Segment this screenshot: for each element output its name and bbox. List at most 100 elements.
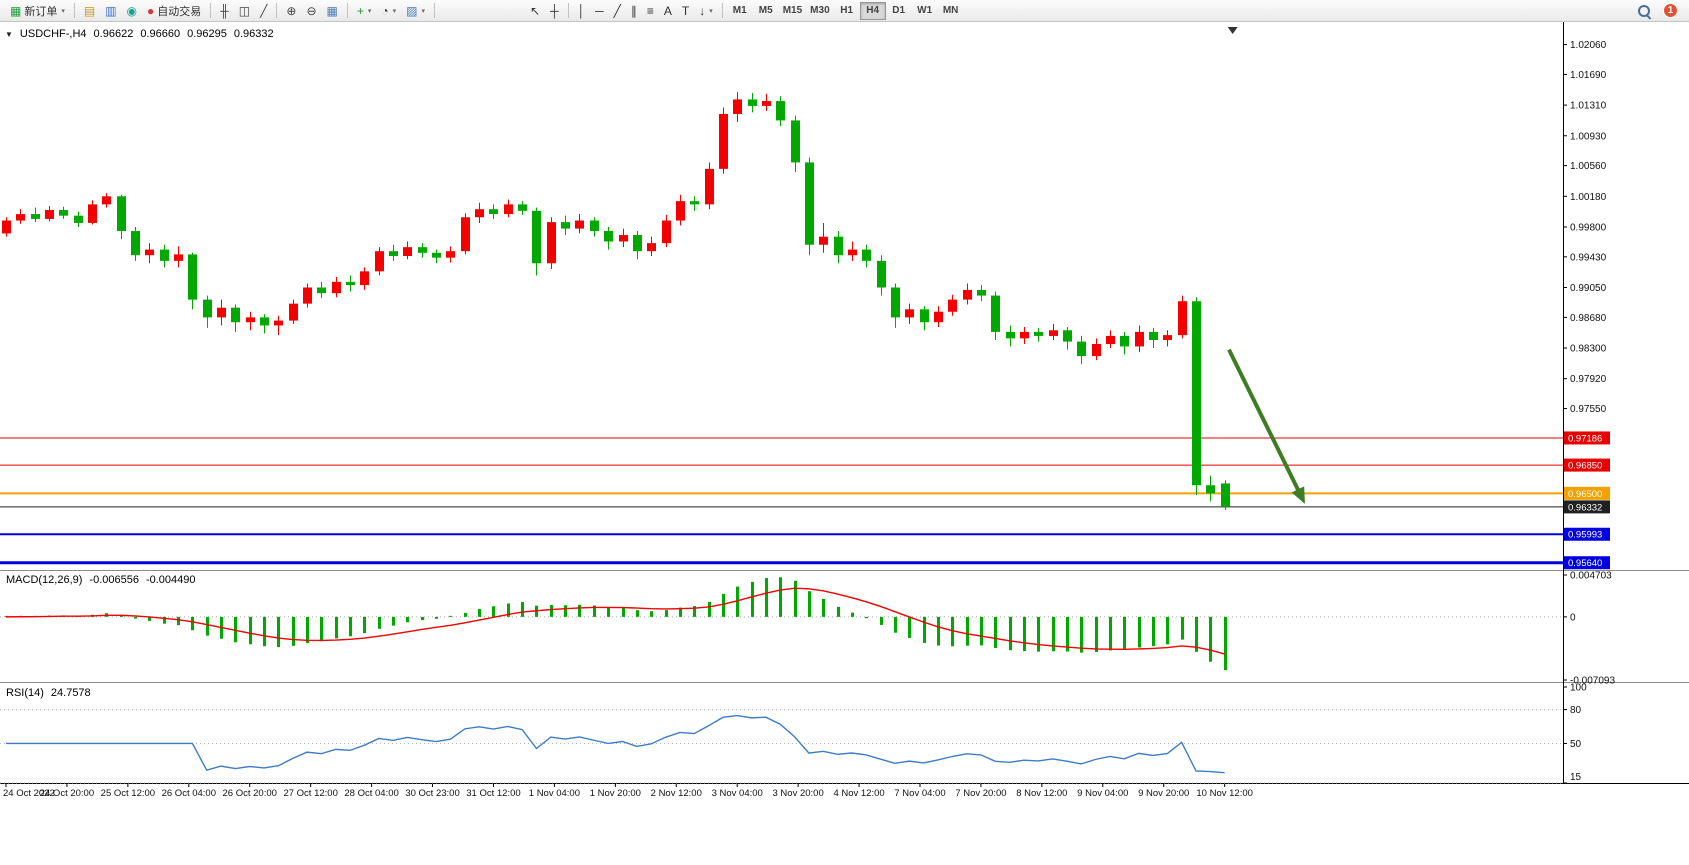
candle-body [446, 251, 455, 258]
candle-body [920, 309, 929, 323]
trendline-button[interactable]: ╱ [609, 1, 626, 20]
candle-body [303, 287, 312, 304]
candle-body [705, 168, 714, 205]
ohlc-low: 0.96295 [187, 28, 227, 40]
templates-button[interactable]: ▨ ▾ [401, 1, 430, 20]
candle-body [1006, 331, 1015, 339]
rsi-panel[interactable] [0, 683, 1563, 783]
text-button[interactable]: A [659, 1, 677, 20]
candle-body [246, 317, 255, 323]
candle-body [891, 287, 900, 318]
candle-body [619, 235, 628, 242]
tile-windows-button[interactable]: ▦ [322, 1, 343, 20]
crosshair-button[interactable]: ┼ [545, 1, 564, 20]
price-line-badge-label: 0.97186 [1568, 433, 1602, 444]
notification-badge[interactable]: 1 [1663, 3, 1678, 18]
bar-chart-icon: ╫ [220, 3, 229, 18]
timeframe-button-m30[interactable]: M30 [806, 2, 833, 20]
ohlc-open: 0.96622 [93, 28, 134, 40]
text-label-icon: T [681, 3, 690, 18]
candle-body [575, 220, 584, 229]
time-tick-label: 9 Nov 04:00 [1077, 788, 1128, 799]
time-tick-label: 27 Oct 12:00 [283, 788, 337, 799]
price-line-badge [1564, 500, 1610, 514]
zoom-out-button[interactable]: ⊖ [301, 1, 321, 20]
candlestick-chart-button[interactable]: ◫ [234, 1, 255, 20]
candle-body [819, 236, 828, 245]
price-line-badge [1564, 527, 1610, 541]
timeframe-button-w1[interactable]: W1 [912, 2, 938, 20]
rsi-axis-label: 100 [1570, 683, 1587, 694]
price-line-badge-label: 0.96332 [1568, 502, 1602, 513]
periods-button[interactable]: ◔ ▾ [376, 1, 401, 20]
price-tick-label: 0.97920 [1570, 374, 1607, 385]
trend-arrow-head[interactable] [1291, 486, 1305, 504]
horizontal-lines [0, 437, 1563, 565]
price-line-badge [1564, 556, 1610, 570]
candle-body [1120, 335, 1129, 347]
candle-body [174, 254, 183, 261]
candle-body [16, 214, 25, 221]
macd-label: MACD(12,26,9) -0.006556 -0.004490 [6, 574, 196, 586]
new-order-button[interactable]: ▦ 新订单 ▾ [5, 1, 70, 20]
indicators-button[interactable]: + ▾ [352, 1, 377, 20]
timeframe-button-h4[interactable]: H4 [859, 1, 886, 20]
cursor-button[interactable]: ↖ [525, 1, 545, 20]
channel-button[interactable]: ∥ [626, 1, 642, 20]
rsi-title: RSI(14) [6, 687, 44, 699]
timeframe-button-m15[interactable]: M15 [779, 2, 806, 20]
vertical-line-button[interactable]: │ [573, 1, 591, 20]
line-chart-button[interactable]: ╱ [255, 1, 272, 20]
timeframe-button-mn[interactable]: MN [938, 2, 964, 20]
toolbar-separator [210, 3, 212, 18]
candle-body [346, 281, 355, 286]
chart-shift-marker[interactable] [1227, 27, 1238, 34]
market-watch-button[interactable]: ▥ [100, 1, 121, 20]
time-tick-label: 24 Oct 20:00 [40, 788, 94, 799]
candle-body [977, 289, 986, 296]
chart-menu-icon[interactable]: ▼ [5, 29, 13, 39]
trend-arrow[interactable] [1227, 348, 1302, 494]
arrows-button[interactable]: ↓ ▾ [694, 1, 718, 20]
candle-body [1221, 483, 1230, 507]
chart-area[interactable]: 1.02060 1.01690 1.01310 1.00930 1.00560 1.001… [0, 22, 1689, 865]
timeframe-button-d1[interactable]: D1 [886, 2, 912, 20]
zoom-in-icon: ⊕ [286, 3, 297, 18]
rsi-axis-label: 80 [1570, 705, 1582, 716]
timeframe-button-m5[interactable]: M5 [753, 2, 779, 20]
time-tick-label: 1 Nov 20:00 [590, 788, 641, 799]
price-tick-label: 0.97550 [1570, 404, 1607, 415]
time-tick-label: 26 Oct 04:00 [162, 788, 216, 799]
candle-body [604, 231, 613, 242]
price-axis[interactable]: 1.02060 1.01690 1.01310 1.00930 1.00560 1.001… [1563, 22, 1615, 784]
horizontal-line-button[interactable]: ─ [590, 1, 609, 20]
price-tick-label: 1.02060 [1570, 40, 1607, 51]
time-tick-label: 3 Nov 20:00 [773, 788, 824, 799]
indicators-icon: + [356, 3, 364, 18]
text-label-button[interactable]: T [677, 1, 694, 20]
candle-body [489, 209, 498, 215]
candle-body [203, 299, 212, 318]
search-icon[interactable] [1635, 2, 1653, 20]
candle-body [145, 249, 154, 256]
zoom-in-button[interactable]: ⊕ [281, 1, 301, 20]
tile-windows-icon: ▦ [326, 3, 338, 18]
candle-body [862, 249, 871, 261]
timeframe-button-m1[interactable]: M1 [727, 2, 753, 20]
candle-body [74, 215, 83, 223]
price-tick-label: 1.01310 [1570, 101, 1607, 112]
candle-body [461, 217, 470, 252]
timeframe-button-h1[interactable]: H1 [834, 2, 860, 20]
auto-trading-button[interactable]: ● 自动交易 [142, 1, 206, 20]
charts-button[interactable]: ▤ [79, 1, 100, 20]
macd-signal-line [5, 587, 1225, 655]
clock-icon: ◔ [381, 3, 389, 18]
candle-body [934, 311, 943, 323]
navigator-button[interactable]: ◉ [122, 1, 142, 20]
vertical-line-icon: │ [577, 3, 586, 18]
price-line-badge-label: 0.95993 [1568, 530, 1602, 541]
fibonacci-button[interactable]: ≡ [642, 1, 659, 20]
bar-chart-button[interactable]: ╫ [215, 1, 234, 20]
